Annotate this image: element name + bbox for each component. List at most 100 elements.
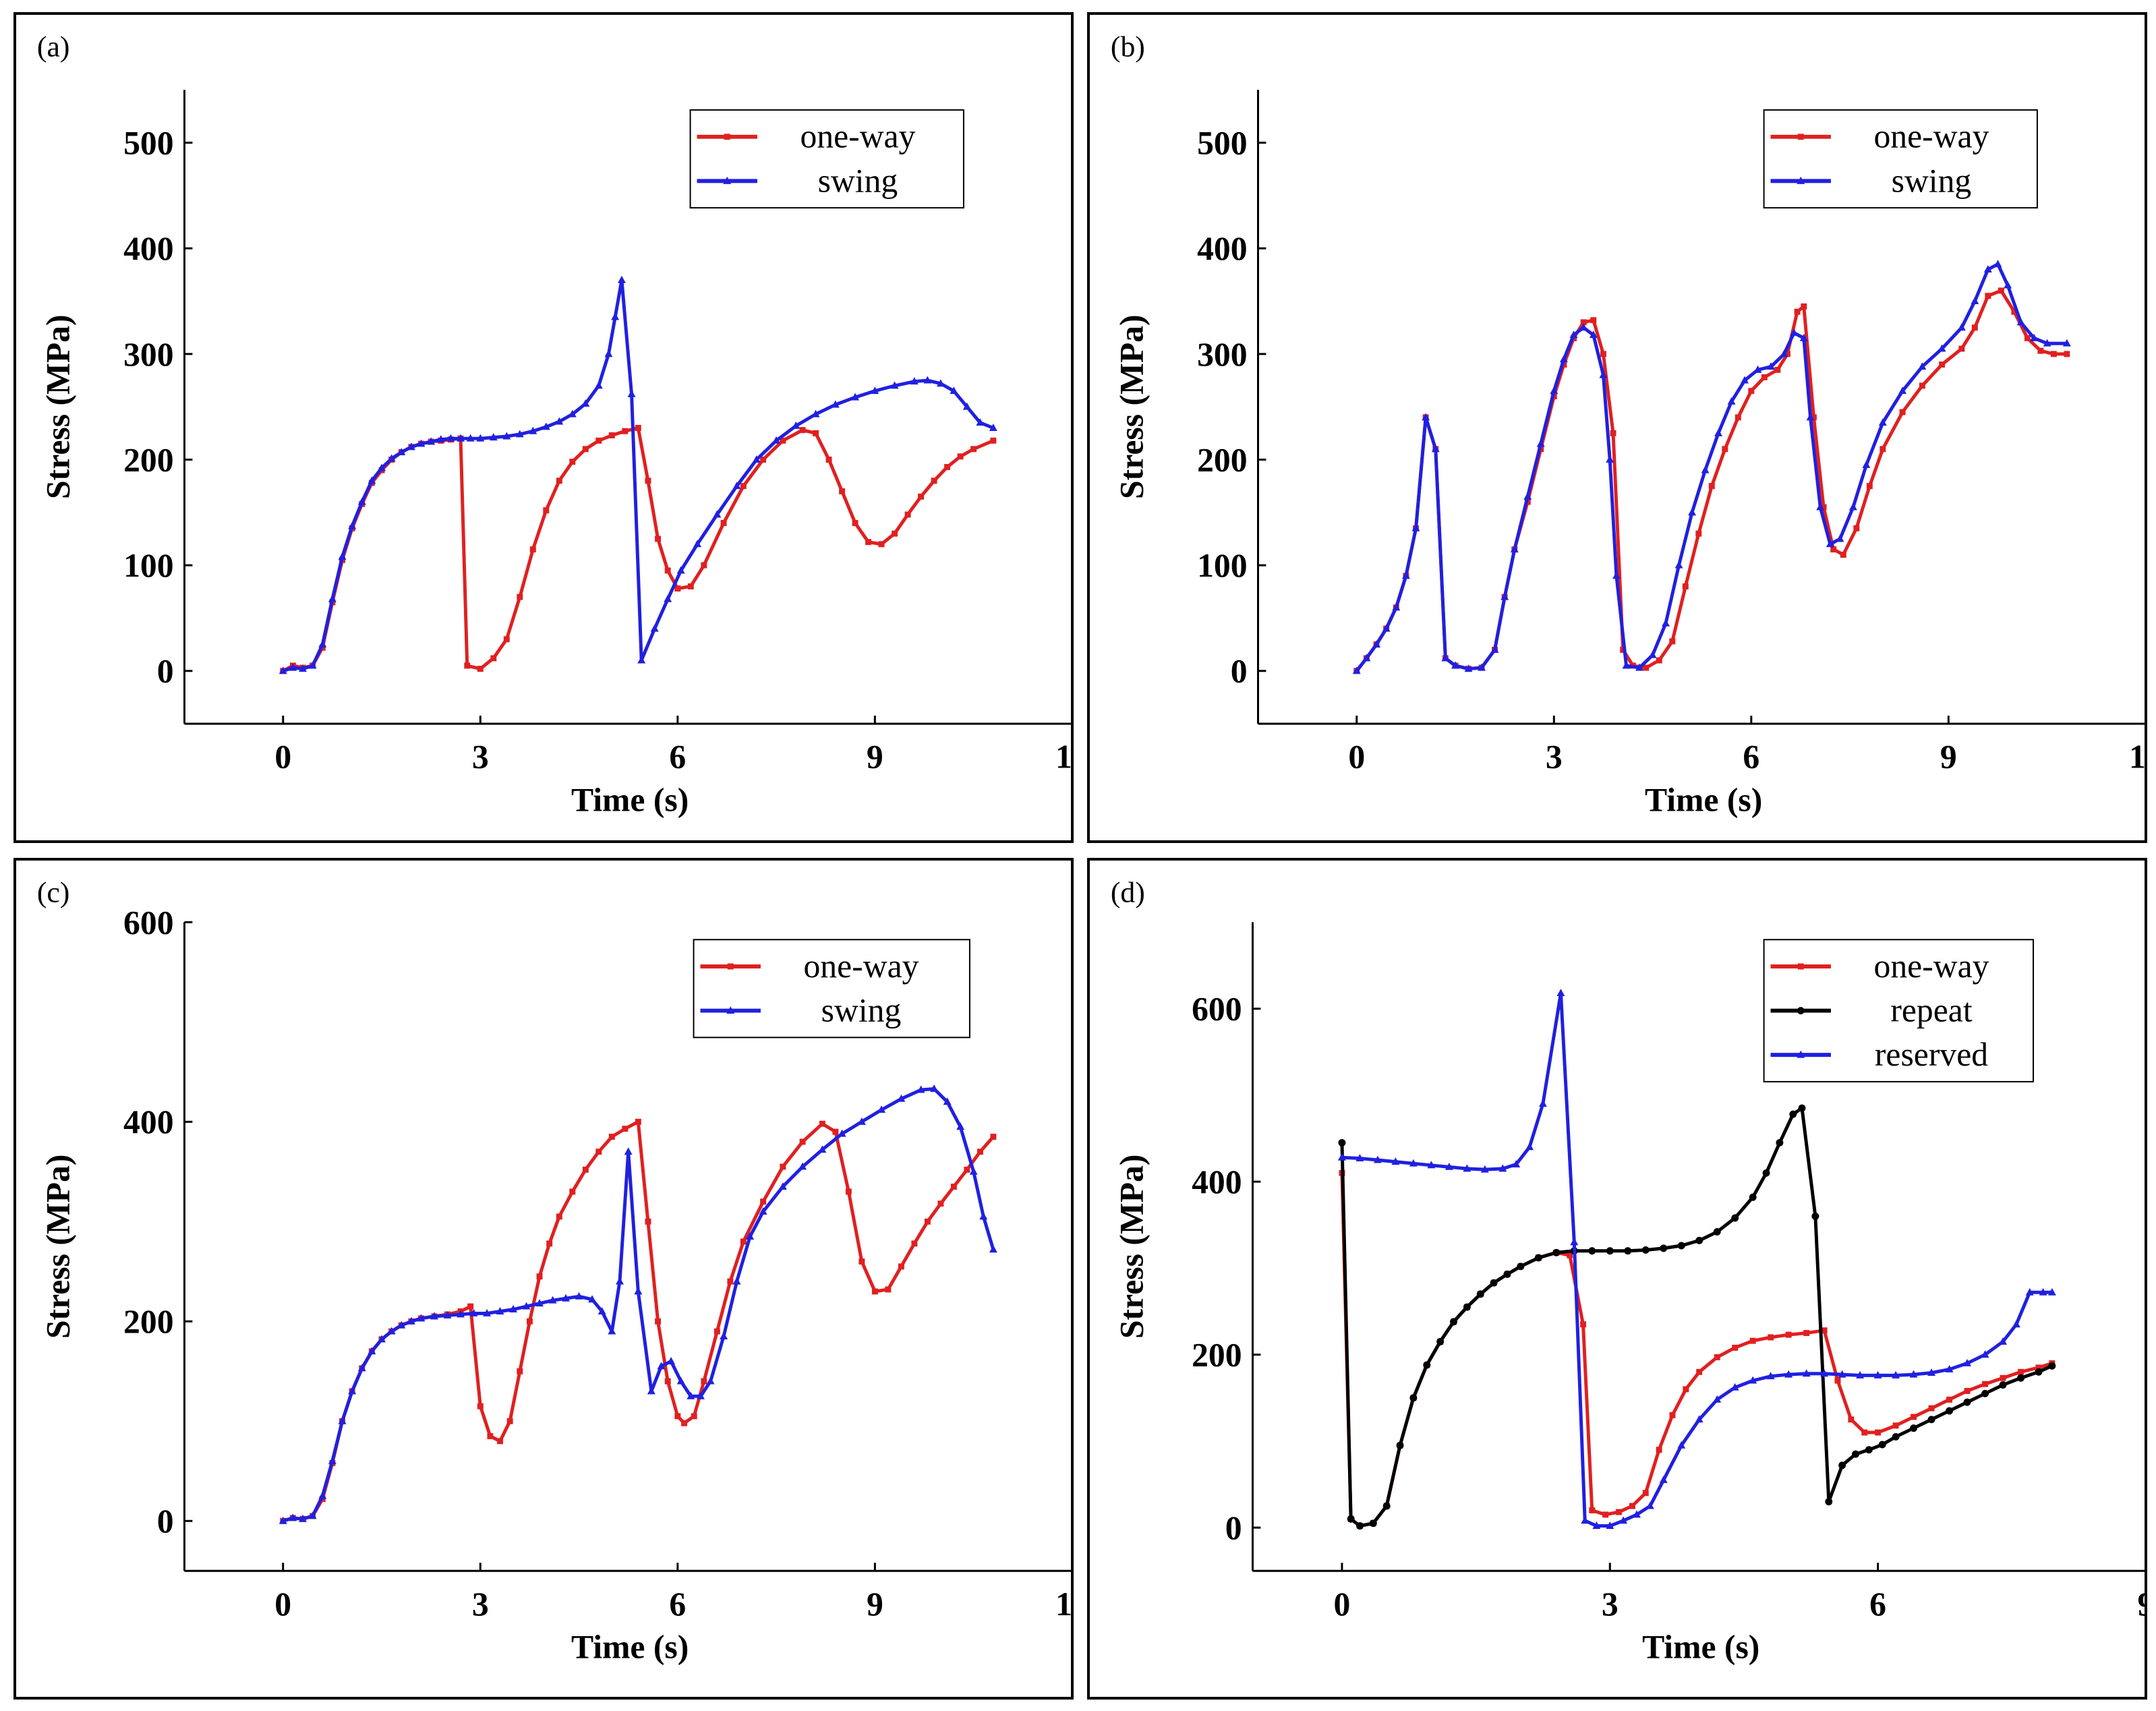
repeat-point: [1606, 1247, 1614, 1255]
repeat-point: [2048, 1362, 2056, 1370]
swing-point: [943, 1097, 952, 1105]
one-way-point: [950, 1184, 957, 1190]
one-way-point: [595, 1149, 602, 1155]
one-way-point: [1830, 546, 1837, 553]
y-tick-label: 0: [1231, 653, 1248, 690]
swing-point: [989, 1245, 997, 1253]
one-way-point: [1821, 1327, 1828, 1334]
swing-point: [611, 312, 620, 320]
one-way-point: [931, 477, 937, 484]
swing-point: [687, 1391, 695, 1399]
swing-point: [923, 376, 932, 384]
one-way-point: [1971, 324, 1978, 331]
reserved-point: [1730, 1383, 1739, 1391]
swing-point: [387, 454, 396, 462]
legend-reserved-marker: [1797, 1050, 1805, 1058]
swing-point: [989, 424, 997, 432]
one-way-point: [937, 1200, 944, 1207]
one-way-point: [1911, 1414, 1917, 1420]
reserved-point: [1945, 1364, 1954, 1372]
reserved-point: [1337, 1153, 1346, 1161]
one-way-point: [1748, 388, 1755, 395]
swing-point: [1478, 663, 1486, 671]
swing-line: [282, 1087, 995, 1523]
one-way-point: [1669, 638, 1676, 645]
reserved-point: [2039, 1287, 2047, 1296]
swing-point: [897, 1094, 906, 1102]
swing-point: [936, 379, 945, 387]
one-way-point: [832, 1128, 839, 1135]
swing-point: [778, 1182, 787, 1190]
series-one-way: [280, 1118, 997, 1524]
x-tick-label: 0: [274, 738, 291, 776]
repeat-point: [1382, 1502, 1391, 1510]
one-way-point: [970, 446, 977, 453]
legend-swing-label: swing: [821, 991, 902, 1028]
one-way-point: [740, 1238, 747, 1245]
one-way-point: [655, 1318, 662, 1325]
legend-one-way-label: one-way: [803, 948, 919, 985]
series-repeat: [1338, 1104, 2056, 1530]
reserved-point: [1802, 1369, 1811, 1377]
repeat-point: [1476, 1290, 1484, 1298]
y-tick-label: 300: [1197, 336, 1247, 373]
swing-point: [483, 1308, 491, 1316]
one-way-point: [957, 453, 964, 460]
one-way-point: [799, 427, 806, 434]
swing-point: [436, 435, 445, 443]
legend-repeat-marker: [1797, 1007, 1805, 1015]
swing-point: [407, 442, 415, 451]
swing-point: [318, 1491, 327, 1499]
x-tick-label: 3: [1546, 738, 1563, 776]
one-way-point: [2018, 1368, 2024, 1375]
swing-point: [299, 1514, 307, 1522]
swing-point: [529, 426, 537, 434]
one-way-point: [918, 493, 925, 500]
chart-d: (d) 0 3 6 9 0 200 400 600 Time (s) Stress (MPa) one…: [1111, 877, 2145, 1666]
swing-point: [1957, 323, 1966, 331]
reserved-point: [1512, 1160, 1521, 1167]
one-way-point: [1683, 1386, 1689, 1393]
one-way-point: [556, 1213, 562, 1220]
reserved-point: [1927, 1368, 1936, 1376]
swing-point: [976, 418, 985, 426]
one-way-point: [645, 1218, 651, 1225]
swing-point: [1559, 355, 1568, 363]
swing-point: [752, 455, 761, 463]
legend-box: [689, 109, 964, 209]
one-way-point: [964, 1166, 970, 1173]
chart-b: (b) 0 3 6 9 12 0 100 200 300 400 500 Time (s) Stress …: [1111, 31, 2145, 819]
one-way-point: [1982, 1381, 1989, 1387]
legend-one-way-marker: [724, 134, 730, 140]
swing-point: [2043, 339, 2051, 347]
one-way-point: [1964, 1387, 1971, 1394]
one-way-point: [582, 1166, 589, 1173]
swing-point: [1799, 333, 1808, 341]
reserved-point: [1963, 1358, 1972, 1366]
swing-point: [1688, 508, 1697, 516]
legend-swing-marker: [726, 1006, 735, 1014]
repeat-point: [1825, 1498, 1833, 1506]
repeat-point: [1963, 1398, 1971, 1406]
one-way-point: [1848, 1416, 1855, 1423]
swing-point: [1753, 365, 1762, 373]
one-way-point: [865, 539, 872, 546]
one-way-point: [1616, 1509, 1622, 1515]
panel-a: (a) 0 3 6 9 12 0 100 200 300 400 500 Time (s) Stress …: [13, 12, 1074, 843]
swing-point: [1550, 386, 1558, 395]
one-way-point: [760, 1198, 767, 1205]
swing-point: [502, 432, 511, 440]
one-way-point: [701, 1378, 707, 1385]
repeat-point: [1731, 1214, 1739, 1222]
one-way-point: [1928, 1405, 1935, 1412]
one-way-point: [645, 477, 651, 484]
reserved-point: [1581, 1516, 1590, 1524]
one-way-point: [1785, 1331, 1792, 1338]
swing-point: [950, 386, 958, 395]
legend-swing-label: swing: [1892, 162, 1972, 199]
swing-point: [338, 552, 347, 560]
swing-point: [1382, 624, 1391, 632]
reserved-point: [1463, 1164, 1472, 1172]
swing-point: [357, 1364, 366, 1372]
swing-point: [2004, 281, 2012, 289]
